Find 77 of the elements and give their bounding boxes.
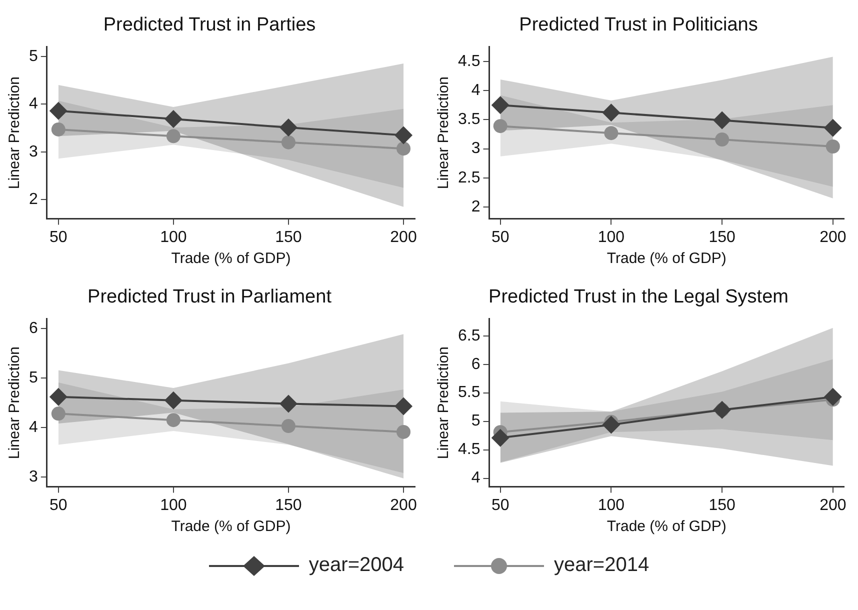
x-tick-label: 50 <box>50 496 68 514</box>
point <box>49 102 68 120</box>
y-tick-label: 3 <box>28 143 38 160</box>
y-tick-label: 6 <box>28 320 38 338</box>
chart-title: Predicted Trust in the Legal System <box>488 286 788 308</box>
x-tick-label: 200 <box>820 228 846 246</box>
y-tick-label: 5 <box>28 370 38 386</box>
y-tick-label: 3.5 <box>458 111 480 128</box>
x-tick-label: 150 <box>275 496 302 514</box>
x-tick-label: 50 <box>491 228 510 246</box>
x-tick-label: 50 <box>491 496 510 514</box>
y-tick-label: 3 <box>471 140 480 158</box>
point <box>164 110 182 128</box>
x-tick-label: 200 <box>820 496 846 514</box>
point <box>51 406 66 421</box>
y-tick-label: 5.5 <box>458 384 480 402</box>
point <box>281 419 296 434</box>
point <box>602 104 620 122</box>
y-tick-label: 2.5 <box>458 169 480 186</box>
y-tick-label: 3 <box>28 468 38 486</box>
point <box>394 126 412 144</box>
legend-label: year=2014 <box>554 554 650 577</box>
chart-title: Predicted Trust in Politicians <box>519 14 758 36</box>
y-tick-label: 4.5 <box>458 52 480 70</box>
x-tick-label: 150 <box>708 228 736 246</box>
x-axis-title: Trade (% of GDP) <box>171 250 291 268</box>
y-axis-title: Linear Prediction <box>435 346 452 460</box>
point <box>166 413 180 428</box>
x-tick-label: 200 <box>390 228 417 246</box>
y-axis-title: Linear Prediction <box>6 346 24 460</box>
point <box>281 135 296 150</box>
y-tick-label: 4.5 <box>458 441 480 458</box>
y-tick-label: 6.5 <box>458 327 480 344</box>
point <box>824 118 842 137</box>
y-tick-label: 5 <box>28 48 38 65</box>
x-tick-label: 150 <box>275 228 302 246</box>
point <box>715 132 730 147</box>
point <box>166 129 180 144</box>
y-axis-title: Linear Prediction <box>6 76 24 190</box>
y-tick-label: 2 <box>471 198 480 216</box>
y-tick-label: 2 <box>28 191 38 208</box>
y-tick-label: 6 <box>471 356 480 373</box>
point <box>396 424 410 439</box>
point <box>493 119 508 134</box>
point <box>279 394 298 413</box>
point <box>164 391 182 410</box>
point <box>824 388 842 406</box>
x-tick-label: 100 <box>160 228 187 246</box>
x-tick-label: 100 <box>598 228 625 246</box>
point <box>604 126 618 140</box>
x-tick-label: 50 <box>50 228 68 246</box>
y-tick-label: 4 <box>471 82 480 99</box>
point <box>491 96 510 114</box>
point <box>491 428 510 447</box>
y-tick-label: 4 <box>471 470 480 487</box>
x-tick-label: 100 <box>160 496 187 514</box>
point <box>279 118 298 137</box>
x-tick-label: 150 <box>708 496 736 514</box>
point <box>51 122 66 136</box>
point <box>826 140 840 154</box>
x-axis-title: Trade (% of GDP) <box>171 518 291 536</box>
x-axis-title: Trade (% of GDP) <box>606 250 726 268</box>
y-tick-label: 5 <box>471 412 480 430</box>
point <box>713 111 732 130</box>
y-tick-label: 4 <box>28 96 38 113</box>
y-axis-title: Linear Prediction <box>435 76 452 190</box>
x-tick-label: 200 <box>390 496 417 514</box>
chart-title: Predicted Trust in Parliament <box>88 286 332 308</box>
legend-label: year=2004 <box>308 554 404 577</box>
point <box>49 388 68 406</box>
chart-title: Predicted Trust in Parties <box>103 14 316 36</box>
x-axis-title: Trade (% of GDP) <box>606 518 726 536</box>
point <box>396 142 410 156</box>
point <box>394 397 412 416</box>
x-tick-label: 100 <box>598 496 625 514</box>
y-tick-label: 4 <box>28 418 38 436</box>
point <box>602 416 620 434</box>
